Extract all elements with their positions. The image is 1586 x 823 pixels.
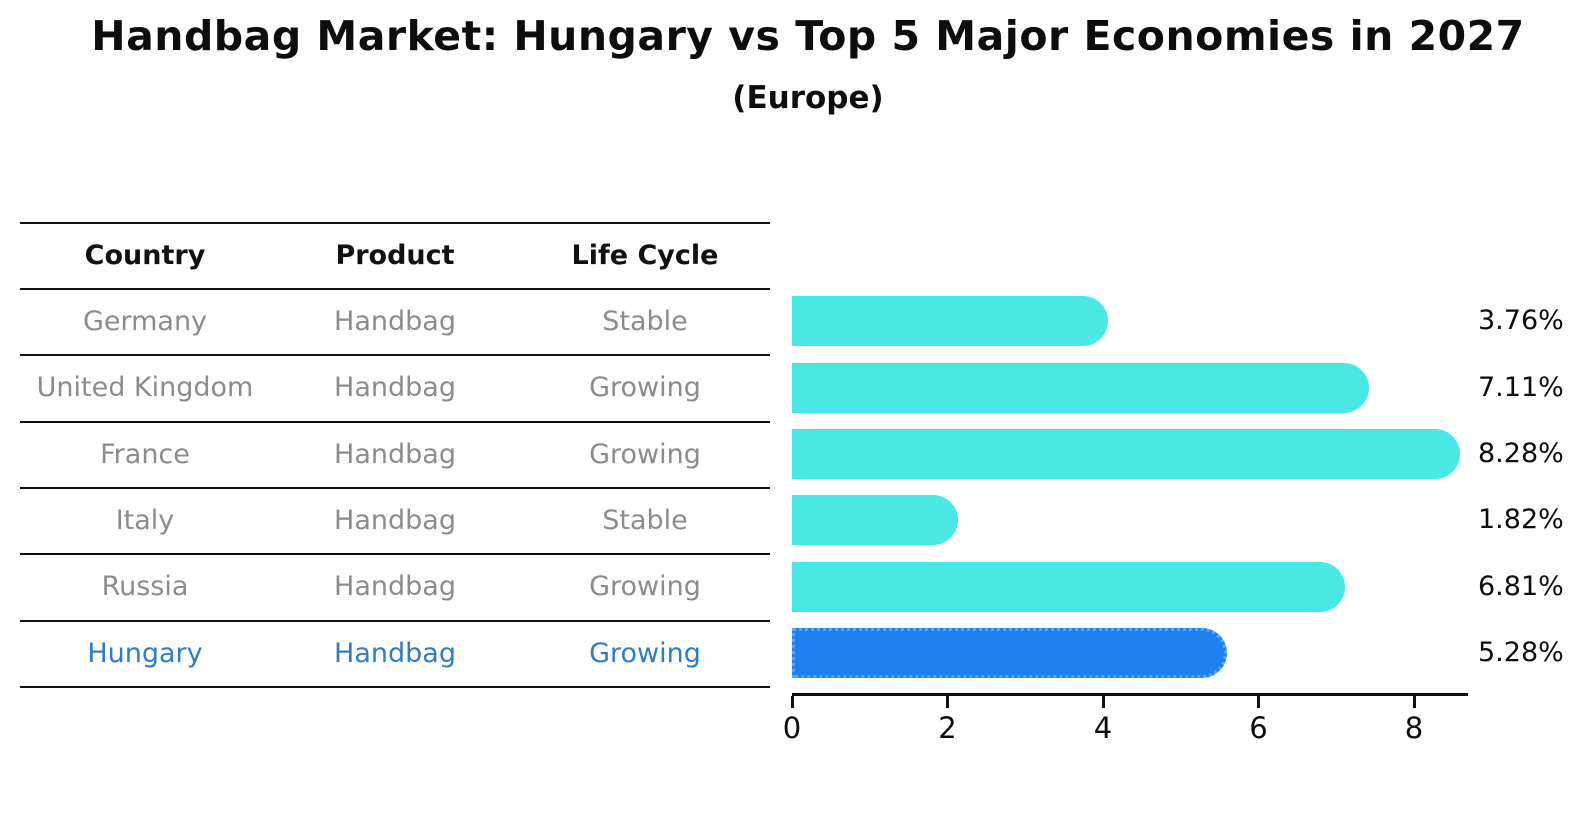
table-cell-product: Handbag: [334, 504, 456, 536]
table-cell-product: Handbag: [334, 372, 456, 403]
table-separator-line: [20, 288, 770, 290]
x-axis-tick: [790, 696, 794, 708]
table-separator-line: [20, 686, 770, 688]
table-row-italy: Italy Handbag Stable: [20, 493, 770, 547]
x-axis-tick-label: 2: [938, 711, 957, 745]
table-separator-line: [20, 487, 770, 489]
x-axis-tick: [1101, 696, 1105, 708]
table-header-country: Country: [84, 239, 206, 271]
chart-title: Handbag Market: Hungary vs Top 5 Major E…: [91, 12, 1525, 60]
chart-subtitle: (Europe): [732, 80, 884, 116]
x-axis-tick-label: 4: [1093, 711, 1113, 745]
table-row-germany: Germany Handbag Stable: [20, 294, 770, 348]
bar-russia: [792, 561, 1346, 612]
bar-italy: [792, 495, 958, 545]
bar-value-label: 8.28%: [1478, 438, 1564, 469]
x-axis-tick-label: 0: [782, 711, 802, 745]
bar-value-label: 3.76%: [1478, 305, 1564, 336]
table-row-france: France Handbag Growing: [20, 427, 770, 481]
table-header-row: Country Product Life Cycle: [20, 228, 770, 282]
table-header-product: Product: [335, 239, 455, 271]
table-cell-product: Handbag: [334, 571, 456, 602]
bar-united-kingdom: [792, 362, 1369, 413]
table-cell-life-cycle: Stable: [602, 305, 688, 337]
table-cell-life-cycle: Growing: [589, 372, 701, 403]
table-cell-country: Russia: [101, 571, 189, 602]
table-row-united-kingdom: United Kingdom Handbag Growing: [20, 361, 770, 415]
bar-france: [792, 429, 1460, 479]
bar-value-label: 6.81%: [1478, 570, 1564, 602]
table-cell-country: United Kingdom: [36, 372, 254, 403]
table-cell-life-cycle: Growing: [589, 438, 701, 470]
bar-hungary: [792, 628, 1227, 678]
table-separator-line: [20, 354, 770, 356]
table-separator-line: [20, 553, 770, 555]
table-cell-country: Hungary: [87, 637, 203, 669]
table-cell-life-cycle: Growing: [589, 637, 701, 669]
table-cell-country: Germany: [82, 305, 208, 337]
table-cell-life-cycle: Stable: [602, 504, 688, 536]
table-separator-line: [20, 222, 770, 224]
table-separator-line: [20, 620, 770, 622]
table-cell-product: Handbag: [334, 305, 456, 337]
x-axis-tick: [946, 696, 949, 708]
table-cell-product: Handbag: [334, 637, 456, 669]
bar-germany: [792, 296, 1109, 346]
table-cell-life-cycle: Growing: [589, 571, 701, 602]
x-axis-tick-label: 6: [1249, 711, 1268, 745]
bar-value-label: 7.11%: [1478, 371, 1564, 403]
table-row-russia: Russia Handbag Growing: [20, 560, 770, 614]
table-row-hungary: Hungary Handbag Growing: [20, 626, 770, 680]
bar-value-label: 1.82%: [1478, 504, 1564, 535]
x-axis-line: [792, 693, 1468, 696]
x-axis-tick: [1257, 696, 1260, 708]
table-header-life-cycle: Life Cycle: [571, 239, 719, 271]
bar-value-label: 5.28%: [1478, 637, 1564, 668]
x-axis-tick-label: 8: [1404, 711, 1424, 745]
table-separator-line: [20, 421, 770, 423]
table-cell-product: Handbag: [334, 438, 456, 470]
x-axis-tick: [1412, 696, 1416, 708]
table-cell-country: Italy: [115, 504, 175, 536]
table-cell-country: France: [100, 438, 190, 470]
